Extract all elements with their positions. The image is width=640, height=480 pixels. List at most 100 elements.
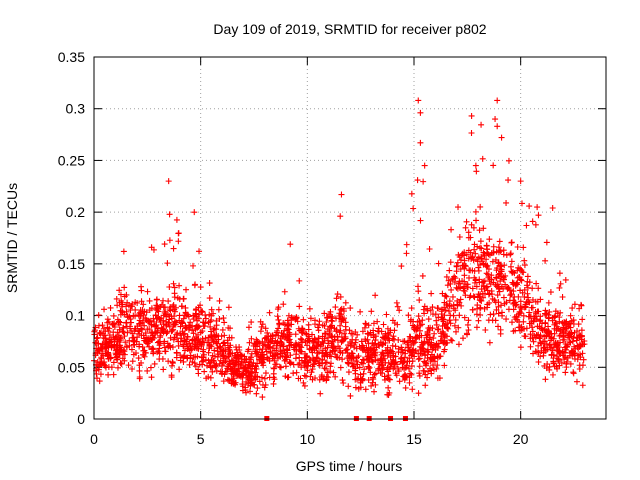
data-point bbox=[208, 306, 215, 313]
data-point bbox=[114, 342, 121, 349]
data-point bbox=[276, 363, 283, 370]
data-point bbox=[420, 367, 427, 374]
data-point bbox=[486, 299, 493, 306]
data-point bbox=[186, 340, 193, 347]
data-point bbox=[573, 378, 580, 385]
x-tick-label: 10 bbox=[300, 431, 316, 447]
y-tick-label: 0.3 bbox=[66, 101, 86, 117]
data-point bbox=[259, 394, 266, 401]
data-point bbox=[167, 334, 174, 341]
data-point bbox=[462, 224, 469, 231]
data-point bbox=[337, 293, 344, 300]
data-point bbox=[127, 316, 134, 323]
data-point bbox=[125, 362, 132, 369]
data-point bbox=[246, 372, 253, 379]
data-point bbox=[186, 361, 193, 368]
data-point bbox=[100, 352, 107, 359]
data-point bbox=[457, 266, 464, 273]
data-point bbox=[315, 327, 322, 334]
data-point bbox=[130, 351, 137, 358]
data-point bbox=[274, 351, 281, 358]
data-point bbox=[265, 355, 272, 362]
data-point bbox=[319, 357, 326, 364]
data-point bbox=[415, 356, 422, 363]
data-point bbox=[247, 388, 254, 395]
data-point bbox=[563, 358, 570, 365]
data-point bbox=[173, 350, 180, 357]
data-point bbox=[104, 316, 111, 323]
data-point bbox=[408, 342, 415, 349]
data-point bbox=[421, 303, 428, 310]
data-point bbox=[351, 344, 358, 351]
data-point bbox=[309, 366, 316, 373]
data-point bbox=[362, 321, 369, 328]
data-point bbox=[552, 308, 559, 315]
data-point bbox=[401, 358, 408, 365]
data-point bbox=[111, 324, 118, 331]
data-point bbox=[441, 322, 448, 329]
data-point bbox=[181, 337, 188, 344]
data-point bbox=[409, 386, 416, 393]
data-point bbox=[216, 297, 223, 304]
data-point bbox=[296, 277, 303, 284]
data-point bbox=[322, 365, 329, 372]
data-point bbox=[393, 372, 400, 379]
data-point bbox=[431, 358, 438, 365]
data-point bbox=[345, 353, 352, 360]
data-point bbox=[494, 123, 501, 130]
data-point bbox=[347, 342, 354, 349]
data-point bbox=[132, 306, 139, 313]
data-point bbox=[469, 306, 476, 313]
data-point bbox=[205, 334, 212, 341]
data-point bbox=[129, 303, 136, 310]
data-point bbox=[200, 351, 207, 358]
data-point bbox=[342, 326, 349, 333]
data-point bbox=[166, 316, 173, 323]
data-point bbox=[252, 374, 259, 381]
data-point bbox=[161, 241, 168, 248]
data-point bbox=[359, 356, 366, 363]
data-point bbox=[108, 344, 115, 351]
data-point bbox=[136, 375, 143, 382]
data-point bbox=[507, 250, 514, 257]
data-point bbox=[514, 244, 521, 251]
data-point bbox=[510, 288, 517, 295]
data-point bbox=[192, 363, 199, 370]
data-point bbox=[434, 343, 441, 350]
data-point bbox=[421, 352, 428, 359]
data-point bbox=[495, 323, 502, 330]
data-point bbox=[518, 200, 525, 207]
data-point bbox=[319, 347, 326, 354]
data-point bbox=[366, 364, 373, 371]
data-point bbox=[454, 285, 461, 292]
data-point bbox=[248, 319, 255, 326]
data-point bbox=[538, 347, 545, 354]
data-point bbox=[372, 292, 379, 299]
data-point bbox=[332, 304, 339, 311]
data-point bbox=[531, 332, 538, 339]
data-point bbox=[213, 361, 220, 368]
data-point bbox=[192, 311, 199, 318]
data-point bbox=[509, 269, 516, 276]
data-point bbox=[235, 361, 242, 368]
data-point bbox=[104, 319, 111, 326]
data-point bbox=[292, 340, 299, 347]
data-point bbox=[121, 333, 128, 340]
data-point bbox=[562, 276, 569, 283]
data-point bbox=[128, 346, 135, 353]
data-point bbox=[344, 349, 351, 356]
data-point bbox=[446, 302, 453, 309]
data-point bbox=[407, 333, 414, 340]
data-point bbox=[302, 359, 309, 366]
data-point bbox=[190, 262, 197, 269]
data-point bbox=[516, 273, 523, 280]
data-point bbox=[137, 325, 144, 332]
data-point bbox=[550, 360, 557, 367]
data-point bbox=[415, 313, 422, 320]
data-point bbox=[579, 382, 586, 389]
data-point bbox=[520, 312, 527, 319]
data-point bbox=[428, 341, 435, 348]
data-point bbox=[362, 320, 369, 327]
data-point bbox=[466, 274, 473, 281]
data-point bbox=[505, 157, 512, 164]
